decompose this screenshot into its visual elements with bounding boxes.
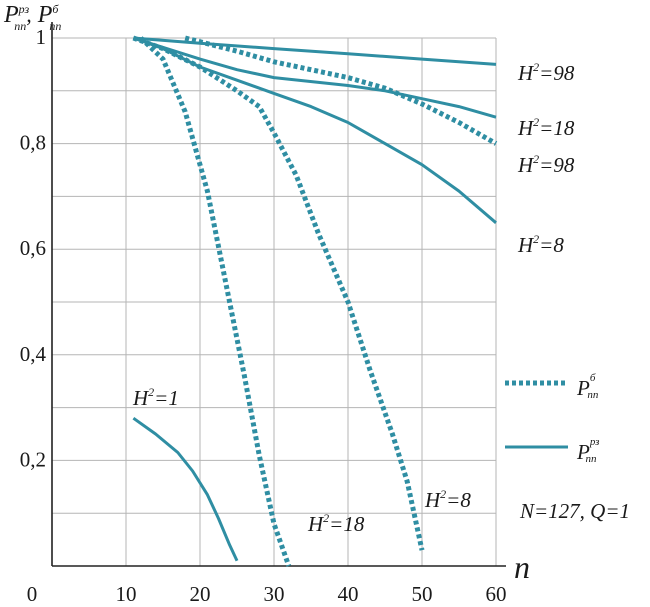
x-tick-label: 30 [264,582,285,606]
legend-item: Pб пп [505,372,599,401]
series-line-dotted [184,35,498,146]
series-line-dotted [132,35,425,551]
series-label: H2=98 [517,152,575,177]
x-tick-label: 10 [116,582,137,606]
x-tick-label: 20 [190,582,211,606]
series-line-dotted [139,36,292,567]
x-tick-label: 60 [486,582,507,606]
series-line-solid [133,36,497,66]
x-axis-label: n [514,549,530,585]
series-label: H2=18 [307,511,365,536]
y-axis-label: Pрз пп, Pб пп [3,2,61,33]
y-tick-label: 0,2 [20,447,46,471]
y-tick-label: 0,8 [20,131,46,155]
legend-item: Pрз пп [505,436,599,465]
x-tick-label: 40 [338,582,359,606]
series-label: H2=8 [424,487,471,512]
chart-note: N=127, Q=1 [519,499,630,523]
tick-label-origin: 0 [27,582,38,606]
y-tick-label: 0,6 [20,236,46,260]
series-label: H2=8 [517,232,564,257]
series-line-solid [132,36,497,119]
x-tick-label: 50 [412,582,433,606]
grid-lines [52,37,497,566]
legend-label: Pб пп [576,372,599,401]
series-label: H2=98 [517,60,575,85]
series-label: H2=18 [517,115,575,140]
y-tick-label: 0,4 [20,342,47,366]
y-tick-label: 1 [36,25,47,49]
series-label: H2=1 [132,385,179,410]
legend: Pб пп Pрз пп [505,372,599,465]
legend-label: Pрз пп [576,436,599,465]
series-lines [132,35,498,567]
series-line-solid [132,416,239,562]
